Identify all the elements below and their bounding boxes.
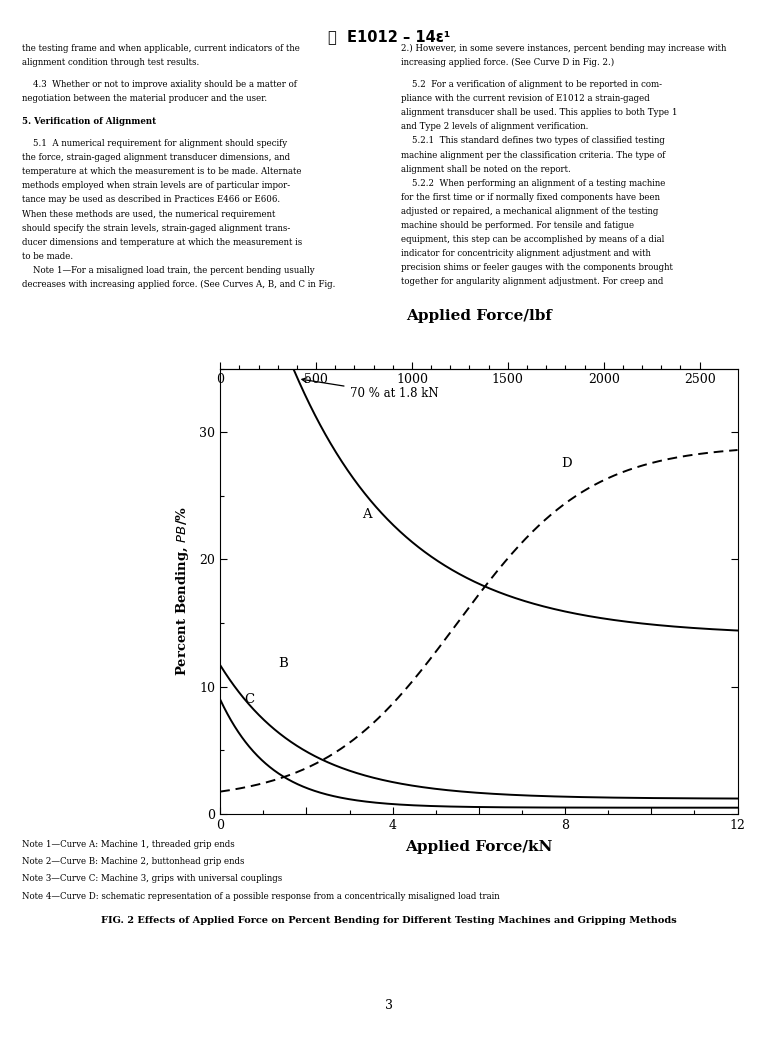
Text: the testing frame and when applicable, current indicators of the: the testing frame and when applicable, c… [22, 44, 300, 53]
Text: increasing applied force. (See Curve D in Fig. 2.): increasing applied force. (See Curve D i… [401, 57, 614, 67]
Text: A: A [363, 508, 372, 522]
Text: the force, strain-gaged alignment transducer dimensions, and: the force, strain-gaged alignment transd… [22, 153, 290, 162]
Text: D: D [561, 457, 571, 471]
Text: machine alignment per the classification criteria. The type of: machine alignment per the classification… [401, 151, 665, 159]
Text: indicator for concentricity alignment adjustment and with: indicator for concentricity alignment ad… [401, 249, 650, 258]
Text: negotiation between the material producer and the user.: negotiation between the material produce… [22, 95, 267, 103]
Text: Note 3—Curve C: Machine 3, grips with universal couplings: Note 3—Curve C: Machine 3, grips with un… [22, 874, 285, 884]
Text: 2.) However, in some severe instances, percent bending may increase with: 2.) However, in some severe instances, p… [401, 44, 726, 53]
Text: together for angularity alignment adjustment. For creep and: together for angularity alignment adjust… [401, 277, 663, 286]
Text: 5.1  A numerical requirement for alignment should specify: 5.1 A numerical requirement for alignmen… [22, 139, 287, 148]
Text: precision shims or feeler gauges with the components brought: precision shims or feeler gauges with th… [401, 263, 672, 272]
Y-axis label: Percent Bending, $\mathit{PB}$/%: Percent Bending, $\mathit{PB}$/% [174, 506, 191, 677]
Text: 5.2  For a verification of alignment to be reported in com-: 5.2 For a verification of alignment to b… [401, 80, 661, 90]
Text: FIG. 2 Effects of Applied Force on Percent Bending for Different Testing Machine: FIG. 2 Effects of Applied Force on Perce… [101, 916, 677, 924]
Text: B: B [279, 657, 288, 670]
Text: Ⓜ  E1012 – 14ε¹: Ⓜ E1012 – 14ε¹ [328, 29, 450, 44]
Text: methods employed when strain levels are of particular impor-: methods employed when strain levels are … [22, 181, 290, 191]
Text: 4.3  Whether or not to improve axiality should be a matter of: 4.3 Whether or not to improve axiality s… [22, 80, 296, 90]
Text: C: C [244, 693, 254, 706]
Text: pliance with the current revision of E1012 a strain-gaged: pliance with the current revision of E10… [401, 95, 650, 103]
Text: 70 % at 1.8 kN: 70 % at 1.8 kN [302, 378, 438, 401]
Text: When these methods are used, the numerical requirement: When these methods are used, the numeric… [22, 209, 275, 219]
Text: temperature at which the measurement is to be made. Alternate: temperature at which the measurement is … [22, 168, 301, 176]
Text: 5. Verification of Alignment: 5. Verification of Alignment [22, 117, 156, 126]
Text: decreases with increasing applied force. (See Curves A, B, and C in Fig.: decreases with increasing applied force.… [22, 280, 335, 289]
Text: machine should be performed. For tensile and fatigue: machine should be performed. For tensile… [401, 221, 634, 230]
X-axis label: Applied Force/lbf: Applied Force/lbf [406, 309, 552, 323]
Text: to be made.: to be made. [22, 252, 73, 260]
Text: ducer dimensions and temperature at which the measurement is: ducer dimensions and temperature at whic… [22, 237, 302, 247]
Text: alignment shall be noted on the report.: alignment shall be noted on the report. [401, 164, 570, 174]
Text: alignment transducer shall be used. This applies to both Type 1: alignment transducer shall be used. This… [401, 108, 677, 118]
Text: and Type 2 levels of alignment verification.: and Type 2 levels of alignment verificat… [401, 123, 588, 131]
Text: Note 1—For a misaligned load train, the percent bending usually: Note 1—For a misaligned load train, the … [22, 265, 314, 275]
X-axis label: Applied Force/kN: Applied Force/kN [405, 840, 552, 855]
Text: for the first time or if normally fixed components have been: for the first time or if normally fixed … [401, 193, 660, 202]
Text: alignment condition through test results.: alignment condition through test results… [22, 57, 199, 67]
Text: equipment, this step can be accomplished by means of a dial: equipment, this step can be accomplished… [401, 235, 664, 244]
Text: 3: 3 [385, 999, 393, 1012]
Text: tance may be used as described in Practices E466 or E606.: tance may be used as described in Practi… [22, 196, 280, 204]
Text: 5.2.2  When performing an alignment of a testing machine: 5.2.2 When performing an alignment of a … [401, 179, 665, 187]
Text: Note 1—Curve A: Machine 1, threaded grip ends: Note 1—Curve A: Machine 1, threaded grip… [22, 840, 237, 849]
Text: Note 4—Curve D: schematic representation of a possible response from a concentri: Note 4—Curve D: schematic representation… [22, 891, 502, 900]
Text: Note 2—Curve B: Machine 2, buttonhead grip ends: Note 2—Curve B: Machine 2, buttonhead gr… [22, 858, 247, 866]
Text: adjusted or repaired, a mechanical alignment of the testing: adjusted or repaired, a mechanical align… [401, 207, 658, 215]
Text: should specify the strain levels, strain-gaged alignment trans-: should specify the strain levels, strain… [22, 224, 290, 232]
Text: 5.2.1  This standard defines two types of classified testing: 5.2.1 This standard defines two types of… [401, 136, 664, 146]
